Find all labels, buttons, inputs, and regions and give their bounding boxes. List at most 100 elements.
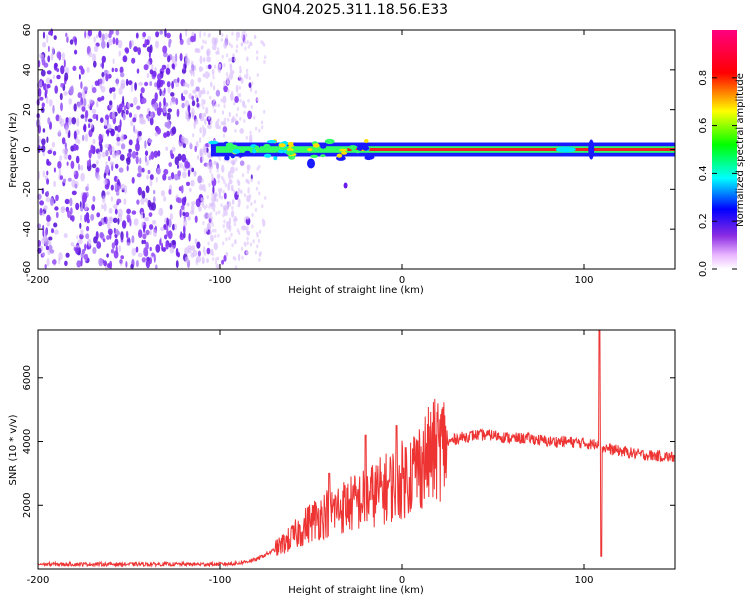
- noise-speckle: [174, 223, 178, 231]
- noise-speckle: [122, 55, 128, 63]
- signal-blob: [244, 150, 251, 154]
- noise-speckle: [107, 222, 111, 230]
- noise-speckle: [143, 247, 148, 257]
- noise-speckle: [67, 154, 72, 161]
- noise-speckle: [119, 259, 123, 264]
- noise-speckle: [201, 157, 205, 161]
- noise-speckle: [197, 175, 203, 184]
- noise-speckle: [131, 210, 137, 215]
- noise-speckle: [145, 241, 149, 250]
- noise-speckle: [108, 155, 111, 162]
- noise-speckle: [171, 146, 176, 152]
- noise-speckle: [97, 151, 102, 160]
- noise-speckle: [231, 31, 234, 36]
- signal-blob: [357, 144, 366, 149]
- y-tick-label: 60: [22, 24, 33, 37]
- noise-speckle: [64, 198, 70, 205]
- noise-speckle: [109, 161, 115, 166]
- noise-speckle: [167, 108, 172, 113]
- noise-speckle: [225, 237, 228, 242]
- noise-speckle: [90, 213, 95, 221]
- noise-speckle: [226, 76, 229, 81]
- noise-speckle: [202, 39, 205, 44]
- colorbar-gradient: [712, 30, 737, 269]
- noise-speckle: [225, 34, 228, 39]
- noise-speckle: [53, 222, 58, 228]
- noise-speckle: [120, 143, 126, 150]
- noise-speckle: [167, 176, 172, 181]
- noise-speckle: [144, 150, 149, 156]
- noise-speckle: [110, 128, 115, 136]
- noise-speckle: [239, 65, 242, 70]
- noise-speckle: [46, 70, 52, 75]
- noise-speckle: [147, 199, 152, 208]
- noise-speckle: [256, 244, 259, 249]
- noise-speckle: [95, 167, 100, 173]
- noise-speckle: [118, 167, 124, 173]
- noise-speckle: [99, 143, 103, 153]
- noise-speckle: [101, 33, 105, 42]
- noise-speckle: [213, 160, 216, 165]
- x-tick-label: 100: [574, 575, 593, 586]
- noise-speckle: [211, 37, 217, 46]
- noise-speckle: [171, 126, 177, 135]
- colorbar-tick-label: 0.0: [698, 261, 709, 277]
- noise-speckle: [53, 180, 56, 188]
- noise-speckle: [119, 66, 124, 74]
- colorbar-tick-label: 0.2: [698, 213, 709, 229]
- noise-speckle: [202, 127, 207, 136]
- noise-speckle: [205, 227, 208, 232]
- noise-speckle: [153, 196, 156, 204]
- noise-speckle: [86, 225, 90, 232]
- noise-speckle: [247, 98, 250, 103]
- noise-speckle: [123, 198, 127, 205]
- noise-speckle: [238, 74, 242, 79]
- noise-speckle: [258, 164, 261, 169]
- noise-speckle: [213, 242, 218, 251]
- noise-speckle: [212, 228, 215, 233]
- noise-speckle: [233, 57, 237, 62]
- noise-speckle: [183, 82, 188, 88]
- spectrogram-signal-band: [208, 138, 675, 189]
- signal-blob: [286, 150, 295, 156]
- noise-speckle: [84, 30, 87, 39]
- noise-speckle: [93, 36, 96, 43]
- noise-speckle: [122, 95, 125, 105]
- noise-speckle: [79, 164, 84, 171]
- noise-speckle: [98, 257, 104, 267]
- noise-speckle: [69, 197, 73, 207]
- noise-speckle: [190, 210, 195, 215]
- noise-speckle: [46, 34, 49, 44]
- noise-speckle: [194, 145, 197, 153]
- noise-speckle: [68, 98, 72, 105]
- y-tick-label: -60: [22, 261, 33, 277]
- noise-speckle: [175, 97, 179, 106]
- noise-speckle: [217, 179, 220, 184]
- noise-speckle: [96, 101, 99, 108]
- noise-speckle: [144, 81, 149, 87]
- noise-speckle: [42, 152, 46, 157]
- noise-speckle: [215, 211, 218, 216]
- noise-speckle: [147, 116, 150, 122]
- noise-speckle: [157, 150, 161, 157]
- noise-speckle: [210, 202, 216, 210]
- noise-speckle: [112, 58, 115, 65]
- noise-speckle: [247, 44, 251, 49]
- noise-speckle: [103, 202, 107, 212]
- noise-speckle: [159, 30, 163, 35]
- noise-speckle: [86, 160, 90, 167]
- noise-speckle: [98, 221, 103, 227]
- colorbar: 0.0 0.2 0.4 0.6 0.8 Normalized spectral ampl…: [698, 30, 746, 277]
- noise-speckle: [191, 95, 194, 101]
- noise-speckle: [117, 39, 123, 49]
- noise-speckle: [226, 203, 230, 208]
- noise-speckle: [222, 224, 225, 229]
- noise-speckle: [151, 64, 154, 71]
- noise-speckle: [152, 229, 158, 238]
- noise-speckle: [210, 216, 213, 221]
- noise-speckle: [235, 167, 238, 172]
- noise-speckle: [42, 252, 45, 257]
- noise-speckle: [235, 120, 239, 126]
- noise-speckle: [78, 247, 81, 255]
- noise-speckle: [41, 102, 45, 108]
